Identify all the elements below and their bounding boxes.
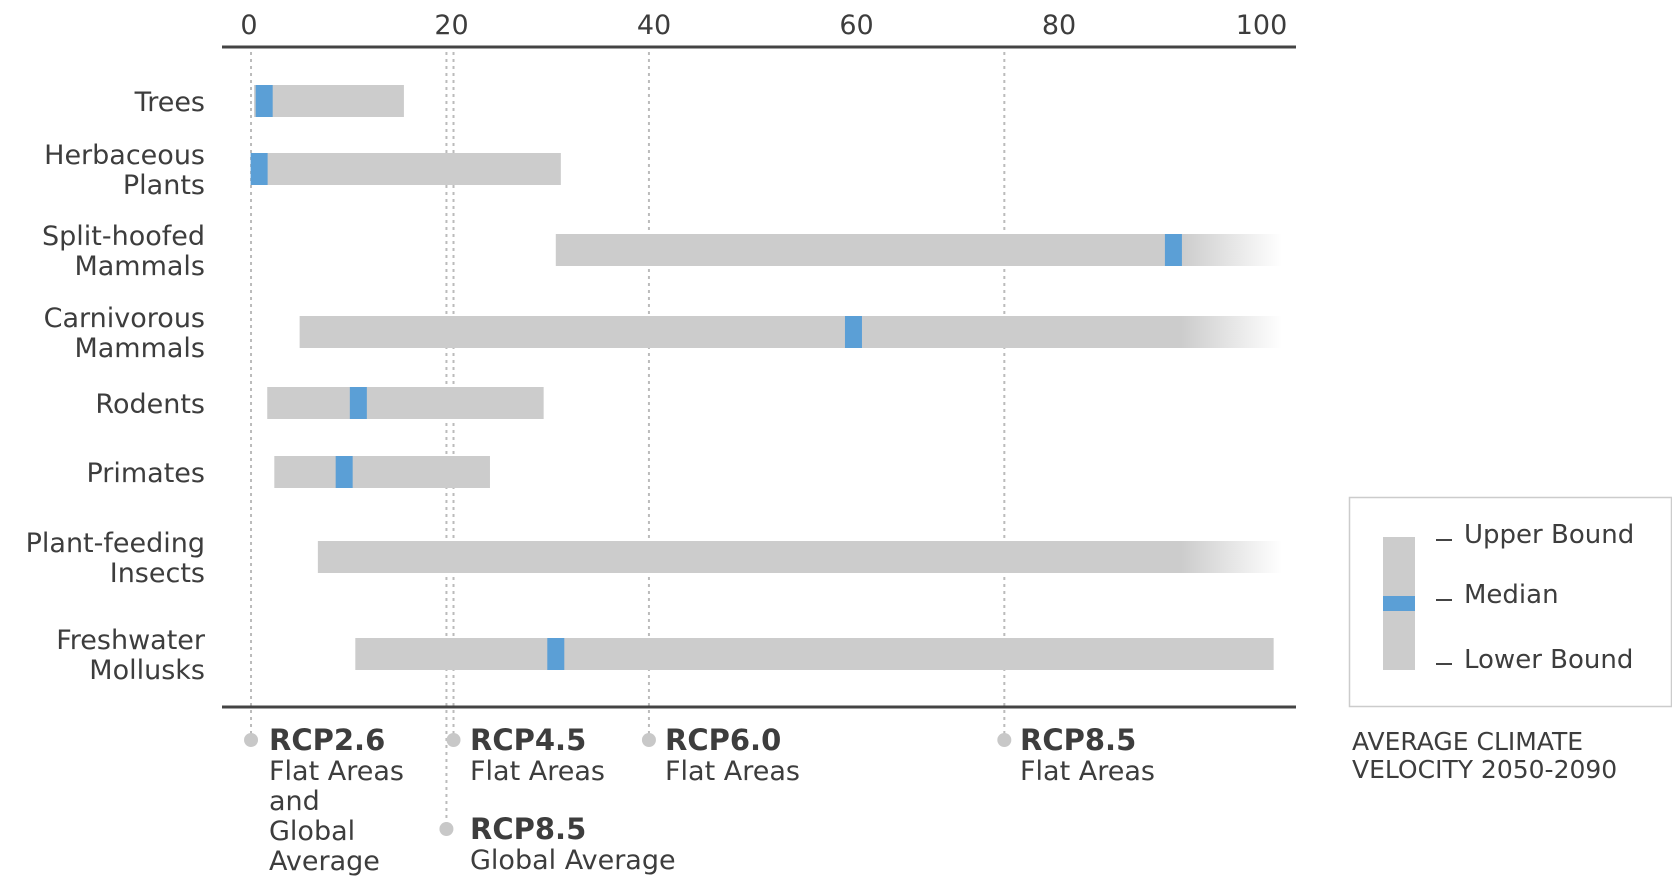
reference-description: Flat Areas: [470, 756, 605, 787]
reference-description: Average: [269, 846, 380, 877]
range-bar: [355, 638, 1274, 670]
x-tick-label: 60: [839, 10, 873, 41]
category-label: Mollusks: [89, 655, 205, 686]
footer-line: VELOCITY 2050-2090: [1352, 755, 1617, 784]
range-bars: [250, 85, 1282, 670]
category-label: Insects: [110, 558, 205, 589]
x-tick-label: 100: [1236, 10, 1288, 41]
median-marker: [349, 387, 367, 419]
reference-name: RCP8.5: [1020, 723, 1136, 757]
category-label: Trees: [134, 87, 205, 118]
reference-name: RCP6.0: [665, 723, 781, 757]
legend: Upper Bound Median Lower Bound: [1348, 496, 1672, 708]
legend-median-swatch: [1383, 596, 1415, 611]
median-marker: [250, 153, 268, 185]
reference-description: and: [269, 786, 320, 817]
reference-dot: [641, 733, 656, 747]
median-marker: [255, 85, 273, 117]
category-label: Carnivorous: [44, 303, 205, 334]
reference-description: Global Average: [470, 845, 676, 876]
category-labels: TreesHerbaceousPlantsSplit-hoofedMammals…: [26, 87, 206, 686]
category-label: Mammals: [74, 251, 205, 282]
median-marker: [1164, 234, 1182, 266]
footer-line: AVERAGE CLIMATE: [1352, 727, 1583, 756]
category-label: Plants: [123, 170, 205, 201]
reference-dot: [439, 822, 454, 836]
reference-description: Flat Areas: [1020, 756, 1155, 787]
x-tick-label: 20: [434, 10, 468, 41]
reference-dot: [244, 733, 259, 747]
median-marker: [844, 316, 862, 348]
category-label: Split-hoofed: [42, 221, 205, 252]
reference-dot: [446, 733, 461, 747]
x-tick-label: 40: [637, 10, 671, 41]
range-bar: [317, 541, 1182, 573]
category-label: Plant-feeding: [26, 528, 205, 559]
reference-description: Global: [269, 816, 355, 847]
median-marker: [335, 456, 353, 488]
reference-name: RCP4.5: [470, 723, 586, 757]
x-tick-label: 80: [1042, 10, 1076, 41]
legend-item-label: Lower Bound: [1464, 645, 1633, 675]
range-bar-fade: [1181, 234, 1282, 266]
range-bar: [251, 153, 561, 185]
axes: [222, 45, 1296, 709]
reference-name: RCP2.6: [269, 723, 385, 757]
legend-item-label: Median: [1464, 580, 1559, 610]
reference-description: Flat Areas: [665, 756, 800, 787]
category-label: Freshwater: [56, 625, 206, 656]
range-bar: [267, 387, 544, 419]
legend-item-label: Upper Bound: [1464, 520, 1634, 550]
category-label: Herbaceous: [44, 140, 205, 171]
range-bar-fade: [1181, 316, 1282, 348]
category-label: Primates: [86, 458, 205, 489]
category-label: Mammals: [74, 333, 205, 364]
x-axis-ticks: 0 20 40 60 80 100: [240, 10, 1287, 41]
range-bar: [274, 456, 490, 488]
range-bar: [299, 316, 1182, 348]
reference-dot: [997, 733, 1012, 747]
category-label: Rodents: [95, 389, 205, 420]
median-marker: [547, 638, 565, 670]
reference-name: RCP8.5: [470, 812, 586, 846]
range-bar: [555, 234, 1182, 266]
range-bar-fade: [1181, 541, 1282, 573]
x-tick-label: 0: [240, 10, 257, 41]
reference-description: Flat Areas: [269, 756, 404, 787]
range-bar: [254, 85, 404, 117]
